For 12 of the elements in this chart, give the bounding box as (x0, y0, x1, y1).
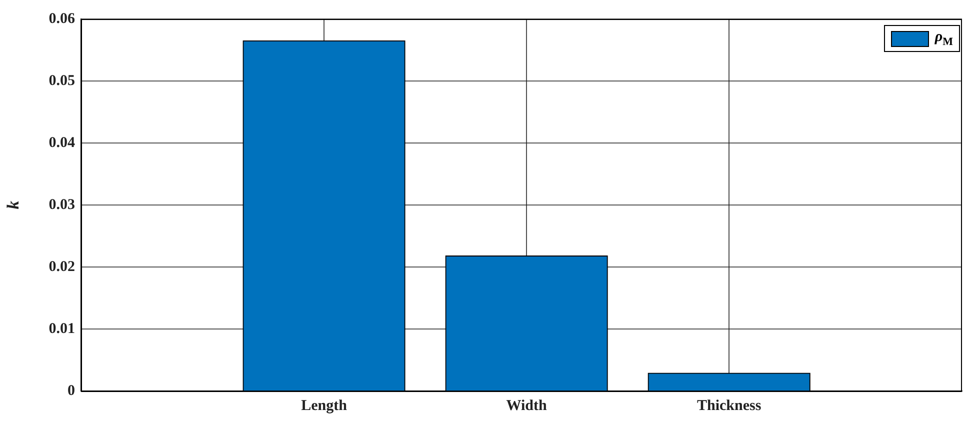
y-tick-label: 0.02 (48, 258, 75, 275)
y-tick-label: 0 (68, 382, 75, 399)
y-tick-label: 0.03 (48, 196, 75, 213)
x-tick-label: Width (506, 398, 548, 414)
legend-label: ρ$_{M}$ (934, 29, 953, 48)
y-tick-label: 0.01 (48, 320, 75, 337)
x-tick-label: Thickness (696, 398, 762, 414)
y-tick-label: 0.06 (48, 10, 76, 27)
x-tick-label: Length (301, 398, 348, 414)
y-axis-title: k (4, 200, 23, 210)
y-tick-label: 0.05 (48, 72, 75, 89)
y-tick-label: 0.04 (48, 134, 76, 151)
